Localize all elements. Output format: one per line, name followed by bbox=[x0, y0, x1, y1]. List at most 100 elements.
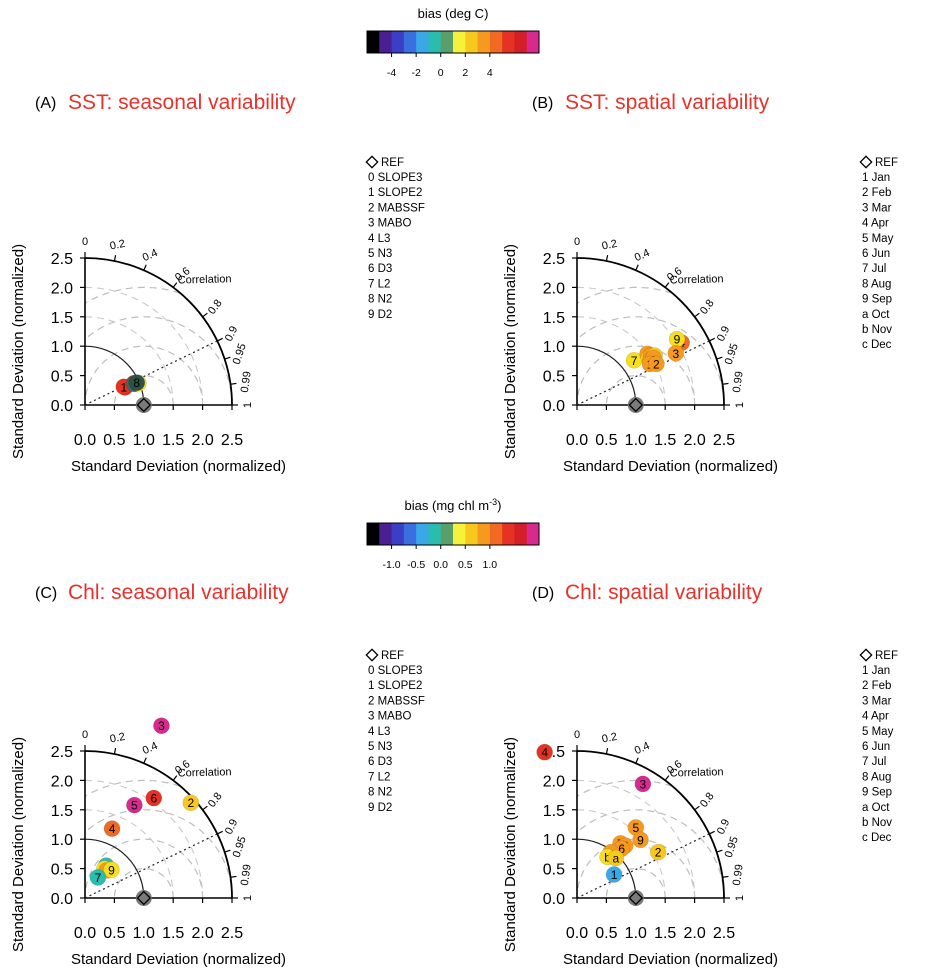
std-arc bbox=[84, 286, 204, 406]
corr-tick-label: 0.99 bbox=[239, 371, 254, 394]
y-tick-label: 0.5 bbox=[543, 369, 565, 386]
colorbar-frame bbox=[366, 522, 540, 546]
y-axis-label: Standard Deviation (normalized) bbox=[502, 737, 519, 952]
data-point bbox=[103, 861, 120, 879]
corr-tick-label: 0 bbox=[574, 236, 580, 248]
corr-tick bbox=[709, 830, 715, 835]
colorbar-swatch bbox=[416, 523, 429, 545]
corr-tick-label: 0.99 bbox=[731, 864, 746, 887]
colorbar-swatch bbox=[403, 31, 417, 53]
corr-tick-label: 1 bbox=[734, 895, 746, 901]
data-point-label: 7 bbox=[95, 871, 102, 885]
corr-tick-label: 0.9 bbox=[223, 324, 240, 343]
legend-ref-icon bbox=[365, 648, 379, 662]
corr-axis-label: Correlation bbox=[178, 273, 232, 286]
data-point bbox=[182, 794, 200, 812]
ref-marker bbox=[136, 397, 152, 413]
x-axis-label: Standard Deviation (normalized) bbox=[71, 951, 286, 968]
x-tick-label: 0.5 bbox=[595, 432, 617, 449]
legend-entry: 9 Sep bbox=[862, 294, 892, 306]
x-axis-label: Standard Deviation (normalized) bbox=[563, 951, 778, 968]
rms-arc bbox=[84, 345, 204, 405]
y-tick-label: 1.0 bbox=[543, 832, 565, 849]
colorbar-title-sup: -3 bbox=[489, 497, 497, 507]
x-tick-label: 2.0 bbox=[191, 432, 213, 449]
data-point-label: 2 bbox=[655, 846, 662, 860]
corr-tick-label: 0.8 bbox=[206, 297, 225, 316]
corr-tick bbox=[113, 254, 117, 262]
data-point bbox=[145, 789, 163, 807]
colorbar-swatch bbox=[440, 523, 454, 545]
corr-tick-label: 0.2 bbox=[109, 731, 126, 746]
y-tick-label: 1.5 bbox=[543, 803, 565, 820]
colorbar-swatch bbox=[453, 31, 466, 53]
data-point-label: 4 bbox=[109, 822, 116, 836]
data-point bbox=[649, 843, 667, 861]
data-point bbox=[648, 355, 665, 373]
colorbar-swatch bbox=[440, 31, 454, 53]
legend: REF 0 SLOPE3 1 SLOPE2 2 MABSSF 3 MABO 4 L3 5 N… bbox=[365, 648, 425, 814]
corr-tick-label: 0.95 bbox=[231, 342, 249, 366]
outer-arc bbox=[84, 750, 233, 899]
corr-tick bbox=[716, 849, 723, 853]
corr-tick-label: 0 bbox=[82, 236, 88, 248]
legend-entry: 3 Mar bbox=[862, 202, 892, 214]
colorbar-swatch bbox=[514, 523, 528, 545]
colorbar-tick-label: -1.0 bbox=[383, 559, 401, 571]
corr-tick bbox=[605, 254, 609, 262]
corr-tick bbox=[113, 747, 117, 755]
data-point bbox=[634, 775, 652, 793]
std-arc bbox=[576, 809, 666, 899]
corr-tick-label: 0.2 bbox=[109, 238, 126, 253]
panel-title: SST: seasonal variability bbox=[68, 91, 296, 114]
corr-tick bbox=[605, 747, 609, 755]
panel-letter: (B) bbox=[532, 95, 553, 112]
rms-arc bbox=[85, 316, 233, 405]
colorbar-tick-label: -4 bbox=[387, 67, 396, 79]
colorbar-title-main: bias (mg chl m bbox=[405, 498, 490, 513]
x-tick-label: 1.0 bbox=[625, 925, 647, 942]
legend-entry: 6 Jun bbox=[862, 248, 890, 260]
x-tick-label: 0.5 bbox=[103, 925, 125, 942]
legend-entry: 5 N3 bbox=[368, 248, 392, 260]
legend-entry: 9 D2 bbox=[368, 309, 392, 321]
panel-title: Chl: spatial variability bbox=[565, 581, 763, 604]
colorbar: bias (deg C) -4 -2 0 2 4 bbox=[366, 6, 540, 79]
legend-entry: 1 SLOPE2 bbox=[368, 680, 422, 692]
y-tick-label: 1.5 bbox=[51, 803, 73, 820]
data-point-label: 8 bbox=[133, 376, 140, 390]
legend-ref-label: REF bbox=[875, 650, 898, 662]
colorbar-swatch bbox=[489, 31, 503, 53]
x-tick-label: 2.0 bbox=[191, 925, 213, 942]
corr-tick bbox=[664, 775, 670, 781]
y-tick-label: 0.5 bbox=[543, 862, 565, 879]
x-tick-label: 2.5 bbox=[713, 432, 735, 449]
colorbar-swatch bbox=[367, 31, 380, 53]
colorbar-swatch bbox=[465, 523, 478, 545]
data-point bbox=[89, 869, 107, 886]
legend-entry: 8 N2 bbox=[368, 294, 392, 306]
legend-entry: 7 L2 bbox=[368, 278, 390, 290]
legend-entry: 1 Jan bbox=[862, 172, 890, 184]
colorbar-swatch bbox=[514, 31, 528, 53]
panel-letter: (A) bbox=[35, 95, 56, 112]
corr-tick-label: 0.4 bbox=[633, 740, 652, 757]
corr-tick bbox=[694, 805, 700, 811]
legend-entry: 4 L3 bbox=[368, 233, 390, 245]
corr-tick-label: 0.4 bbox=[141, 740, 160, 757]
corr-tick-label: 0 bbox=[574, 729, 580, 741]
y-tick-label: 0.0 bbox=[51, 398, 73, 415]
taylor-panel: (A) SST: seasonal variability 0.00.0 0.5 0.5… bbox=[10, 91, 425, 475]
x-axis-label: Standard Deviation (normalized) bbox=[563, 458, 778, 475]
corr-tick bbox=[172, 775, 178, 781]
colorbar-tick-label: -0.5 bbox=[407, 559, 425, 571]
std-arc bbox=[576, 779, 696, 899]
legend-entry: 3 MABO bbox=[368, 711, 412, 723]
corr-tick bbox=[716, 356, 723, 360]
colorbar-swatch bbox=[477, 523, 491, 545]
y-tick-label: 2.5 bbox=[51, 744, 73, 761]
x-tick-label: 2.5 bbox=[221, 925, 243, 942]
legend-entry: c Dec bbox=[862, 832, 892, 844]
legend-ref-icon bbox=[859, 648, 873, 662]
